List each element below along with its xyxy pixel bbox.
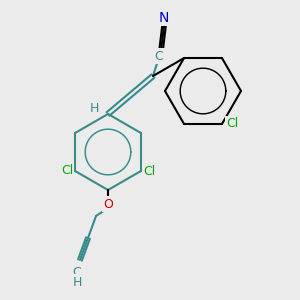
Text: H: H xyxy=(89,103,99,116)
Text: N: N xyxy=(159,11,169,25)
Text: C: C xyxy=(154,50,164,62)
Text: H: H xyxy=(72,275,82,289)
Text: Cl: Cl xyxy=(143,164,155,178)
Text: Cl: Cl xyxy=(226,117,238,130)
Text: Cl: Cl xyxy=(61,164,73,178)
Text: C: C xyxy=(73,266,81,278)
Text: O: O xyxy=(103,197,113,211)
